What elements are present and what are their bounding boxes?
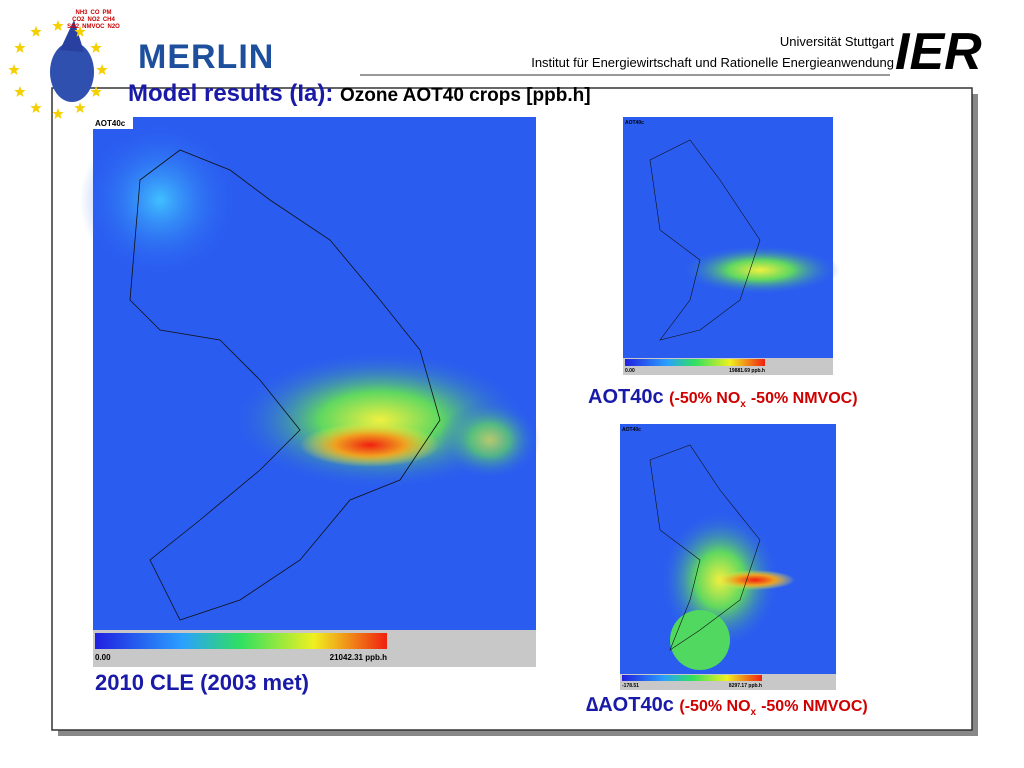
caption-name: ∆AOT40c <box>586 694 674 716</box>
wizard <box>50 42 94 102</box>
map-3: AOT40c -178.51 8297.17 ppb.h <box>620 424 836 690</box>
min-label: 0.00 <box>625 368 635 374</box>
logo-molecule: CO2 <box>72 17 85 23</box>
logo-star <box>14 42 26 53</box>
logo-molecule: CO <box>90 10 100 16</box>
institute: Institut für Energiewirtschaft und Ratio… <box>531 55 894 70</box>
map-label: AOT40c <box>622 427 641 433</box>
title-sub: Ozone AOT40 crops [ppb.h] <box>340 85 591 106</box>
caption-scenario: (-50% NOx -50% NMVOC) <box>669 390 858 411</box>
min-label: -178.51 <box>622 683 639 689</box>
map-area <box>623 117 833 375</box>
university: Universität Stuttgart <box>779 34 894 49</box>
map-label: AOT40c <box>625 120 644 126</box>
coastline <box>129 149 441 621</box>
subscript: x <box>750 707 757 719</box>
scenario: (-50% NO <box>669 390 741 407</box>
colorbar <box>625 359 765 366</box>
max-label: 8297.17 ppb.h <box>729 683 762 689</box>
scenario: (-50% NO <box>679 698 751 715</box>
caption: ∆AOT40c (-50% NOx -50% NMVOC) <box>586 694 868 718</box>
map-main: AOT40c 0.00 21042.31 ppb.h <box>80 117 540 667</box>
logo-molecule: SO2 <box>67 24 80 30</box>
colorbar <box>622 675 762 681</box>
caption: 2010 CLE (2003 met) <box>95 670 309 695</box>
map-shading <box>440 400 540 480</box>
map-shading <box>300 423 440 467</box>
map-shading <box>680 245 840 295</box>
coastline <box>649 139 761 341</box>
map-label: AOT40c <box>95 119 126 128</box>
max-label: 21042.31 ppb.h <box>330 653 387 662</box>
logo-star <box>30 102 42 113</box>
subscript: x <box>740 399 746 411</box>
logo-star <box>74 25 86 37</box>
logo-molecule: NO2 <box>87 17 100 23</box>
logo-star <box>96 64 108 75</box>
logo-molecule: PM <box>102 10 112 16</box>
logo-star <box>90 86 102 97</box>
caption-scenario: (-50% NOx -50% NMVOC) <box>679 698 868 719</box>
caption-name: AOT40c <box>588 386 664 408</box>
logo-text: MERLIN <box>138 38 275 76</box>
ier-logo: IER <box>895 23 982 81</box>
scenario-rest: -50% NMVOC) <box>761 698 868 715</box>
map-shading <box>715 570 795 590</box>
logo-star <box>30 25 42 37</box>
wizard-hat <box>60 20 84 52</box>
scenario-rest: -50% NMVOC) <box>750 390 858 407</box>
logo-star <box>52 20 64 31</box>
title: Model results (Ia): Ozone AOT40 crops [p… <box>128 80 591 108</box>
logo-molecule: NH3 <box>75 10 88 16</box>
map-shading <box>670 610 730 670</box>
logo <box>8 20 108 119</box>
logo-star <box>14 86 26 97</box>
logo-molecules: NH3 CO PM CO2 NO2 CH4 SO2 NMVOC N2O <box>55 10 135 31</box>
logo-molecule: N2O <box>107 24 120 30</box>
map-shading <box>80 120 240 280</box>
label-bg <box>93 117 133 129</box>
logo-star <box>74 102 86 113</box>
logo-molecule: NMVOC <box>82 24 105 30</box>
title-main: Model results (Ia): <box>128 80 334 107</box>
min-label: 0.00 <box>95 653 111 662</box>
colorbar <box>95 633 387 649</box>
map-2: AOT40c 0.00 19881.69 ppb.h <box>623 117 840 375</box>
max-label: 19881.69 ppb.h <box>729 368 765 374</box>
logo-star <box>8 64 20 75</box>
caption: AOT40c (-50% NOx -50% NMVOC) <box>588 386 858 410</box>
logo-star <box>90 42 102 53</box>
logo-molecule: CH4 <box>102 17 115 23</box>
logo-star <box>52 108 64 119</box>
coastline <box>649 444 761 651</box>
